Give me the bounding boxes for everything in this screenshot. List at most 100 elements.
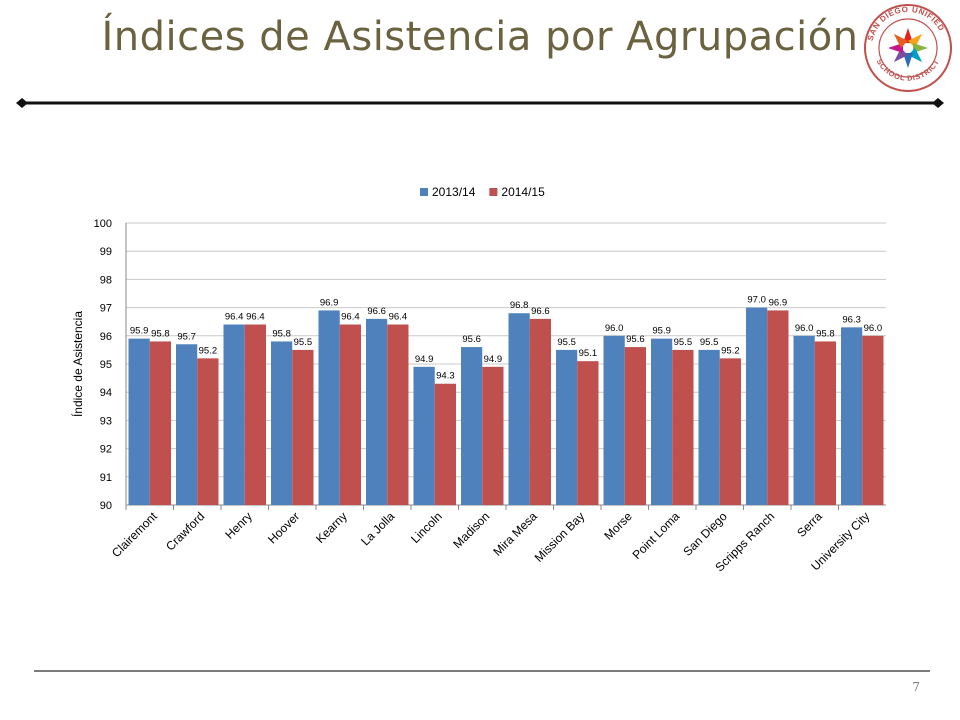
title-divider [16, 98, 944, 108]
data-label: 95.9 [652, 326, 671, 337]
x-tick-label: La Jolla [358, 509, 397, 548]
bar-2013/14 [556, 349, 578, 505]
bar-2013/14 [508, 313, 530, 505]
bar-2014/15 [434, 383, 456, 505]
bar-2014/15 [814, 341, 836, 505]
bar-2013/14 [746, 307, 768, 505]
y-tick-label: 90 [100, 500, 112, 512]
bar-2014/15 [529, 318, 551, 505]
data-label: 97.0 [747, 295, 766, 306]
bar-2014/15 [767, 310, 789, 505]
data-label: 96.6 [531, 306, 550, 317]
star-petals [888, 28, 928, 68]
bar-2014/15 [577, 361, 599, 505]
bar-2014/15 [862, 335, 884, 505]
x-tick-label: Hoover [265, 509, 302, 546]
bar-2013/14 [176, 344, 198, 505]
bar-2014/15 [719, 358, 741, 505]
school-district-logo-icon: SAN DIEGO UNIFIED SCHOOL DISTRICT [864, 4, 952, 92]
bar-2014/15 [149, 341, 171, 505]
data-label: 95.6 [626, 334, 645, 345]
bar-2013/14 [793, 335, 815, 505]
x-tick-label: Mira Mesa [490, 509, 540, 559]
bar-2014/15 [387, 324, 409, 505]
data-label: 96.0 [864, 323, 883, 334]
x-tick-label: Crawford [163, 509, 207, 553]
bar-2014/15 [339, 324, 361, 505]
y-tick-label: 92 [100, 444, 112, 456]
bar-2013/14 [698, 349, 720, 505]
bar-2014/15 [197, 358, 219, 505]
data-label: 95.8 [272, 328, 291, 339]
data-label: 96.3 [842, 314, 861, 325]
bar-2013/14 [318, 310, 340, 505]
data-label: 96.8 [510, 300, 529, 311]
data-label: 94.9 [484, 354, 503, 365]
data-label: 95.1 [579, 348, 598, 359]
bar-2013/14 [603, 335, 625, 505]
data-label: 96.4 [341, 312, 360, 323]
x-tick-label: Kearny [313, 509, 350, 546]
y-tick-label: 100 [94, 218, 112, 230]
footer-divider [34, 670, 930, 672]
data-label: 96.9 [769, 297, 788, 308]
x-tick-label: Point Loma [630, 509, 683, 562]
y-tick-label: 94 [100, 387, 112, 399]
legend-swatch [420, 188, 428, 196]
y-tick-label: 93 [100, 415, 112, 427]
data-label: 95.9 [130, 326, 149, 337]
bar-2014/15 [482, 366, 504, 505]
legend-label: 2014/15 [501, 185, 545, 199]
data-label: 95.2 [199, 345, 218, 356]
legend-label: 2013/14 [432, 185, 476, 199]
x-tick-label: Clairemont [109, 509, 160, 560]
y-tick-label: 97 [100, 303, 112, 315]
y-tick-label: 99 [100, 246, 112, 258]
data-label: 95.7 [177, 331, 196, 342]
data-label: 95.5 [674, 337, 693, 348]
legend-swatch [489, 188, 498, 196]
x-tick-label: Henry [222, 509, 255, 542]
bar-2013/14 [366, 318, 388, 505]
y-tick-label: 91 [100, 472, 112, 484]
y-tick-label: 96 [100, 331, 112, 343]
slide-title: Índices de Asistencia por Agrupación [101, 14, 859, 60]
data-label: 95.8 [816, 328, 835, 339]
bar-2014/15 [292, 349, 314, 505]
data-label: 96.4 [246, 312, 265, 323]
data-label: 95.5 [294, 337, 313, 348]
data-label: 95.2 [721, 345, 740, 356]
bar-2013/14 [271, 341, 293, 505]
data-label: 95.5 [700, 337, 719, 348]
data-label: 95.8 [151, 328, 170, 339]
x-tick-label: Madison [450, 509, 492, 551]
data-label: 96.6 [367, 306, 386, 317]
x-tick-label: Serra [794, 509, 825, 540]
data-label: 95.6 [462, 334, 481, 345]
y-tick-label: 98 [100, 274, 112, 286]
bar-2014/15 [672, 349, 694, 505]
x-tick-label: Lincoln [408, 509, 445, 546]
data-label: 96.9 [320, 297, 339, 308]
data-label: 96.0 [605, 323, 624, 334]
page-number: 7 [912, 680, 920, 694]
x-tick-label: Morse [601, 509, 635, 543]
bar-2013/14 [651, 338, 673, 505]
bar-2013/14 [223, 324, 245, 505]
data-label: 96.4 [225, 312, 244, 323]
bar-2013/14 [461, 347, 483, 505]
bar-2013/14 [128, 338, 150, 505]
data-label: 94.3 [436, 371, 455, 382]
bar-2014/15 [624, 347, 646, 505]
data-label: 95.5 [557, 337, 576, 348]
bar-2014/15 [244, 324, 266, 505]
data-label: 96.4 [389, 312, 408, 323]
bar-2013/14 [841, 327, 863, 505]
x-tick-label: San Diego [680, 509, 730, 559]
y-axis-title: Índice de Asistencia [70, 311, 85, 417]
data-label: 96.0 [795, 323, 814, 334]
x-tick-label: Mission Bay [532, 509, 588, 565]
bar-2013/14 [413, 366, 435, 505]
data-label: 94.9 [415, 354, 434, 365]
